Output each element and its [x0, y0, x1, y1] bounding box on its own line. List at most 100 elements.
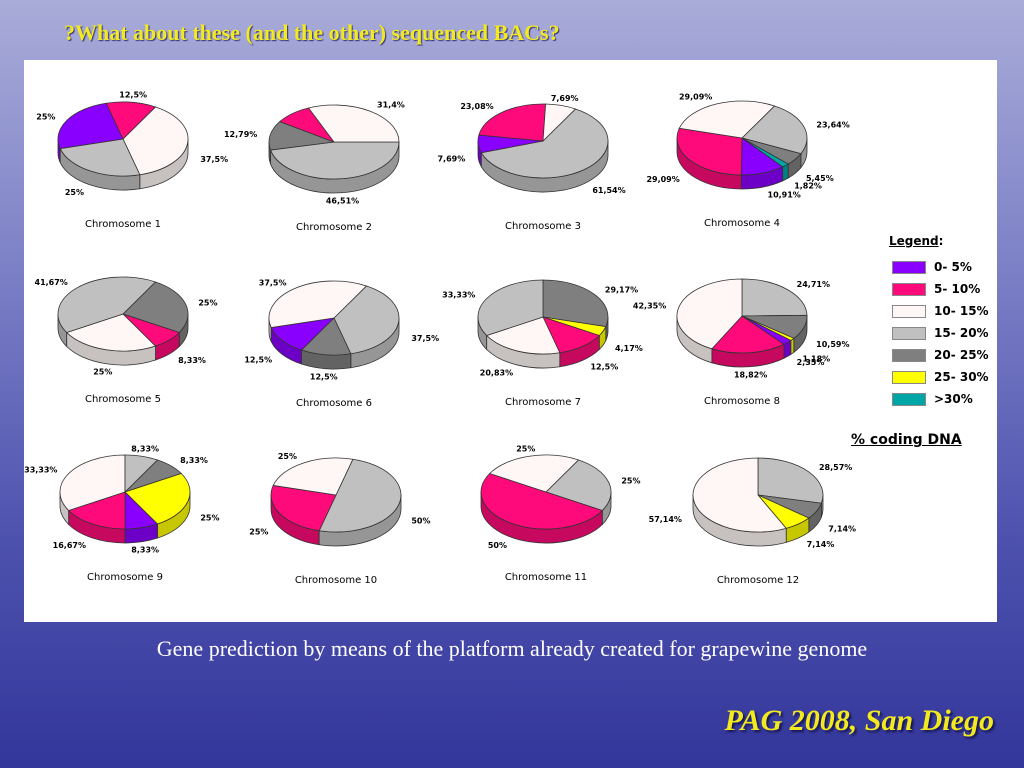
pie-slice — [676, 278, 743, 350]
pie-value-label: 29,17% — [605, 286, 638, 295]
pie-value-label: 42,35% — [633, 301, 666, 310]
legend-swatch — [892, 305, 926, 318]
legend-item: 0- 5% — [892, 260, 1002, 276]
pie-chart: 24,71% 10,59% 1,18%2,35% 18,82% 42,35% Chromo… — [633, 278, 850, 407]
pie-slice — [542, 103, 577, 143]
pie-value-label: 25% — [65, 188, 84, 197]
pie-value-label: 28,57% — [819, 463, 852, 472]
legend-swatch — [892, 371, 926, 384]
pie-value-label: 7,14% — [828, 525, 856, 534]
pie-value-label: 12,5% — [590, 363, 618, 372]
pie-value-label: 4,17% — [615, 344, 643, 353]
pie-value-label: 25% — [516, 445, 535, 454]
slide-caption: Gene prediction by means of the platform… — [156, 636, 868, 661]
pie-value-label: 8,33% — [178, 356, 206, 365]
chart-title: Chromosome 3 — [505, 221, 581, 232]
pie-value-label: 41,67% — [35, 278, 68, 287]
pie-value-label: 18,82% — [734, 371, 767, 380]
chart-title: Chromosome 4 — [704, 218, 780, 229]
pie-value-label: 23,08% — [460, 102, 493, 111]
pie-value-label: 50% — [488, 541, 507, 550]
pie-value-label: 57,14% — [649, 515, 682, 524]
pie-value-label: 2,35% — [797, 358, 825, 367]
legend-item: 15- 20% — [892, 326, 1002, 342]
pie-slice — [741, 105, 808, 155]
pie-value-label: 10,59% — [816, 340, 849, 349]
pie-slice — [122, 281, 189, 333]
pie-slice — [488, 454, 580, 493]
pie-chart: 29,17% 4,17% 12,5% 20,83% 33,33% Chromosome 7 — [442, 279, 643, 408]
chart-title: Chromosome 6 — [296, 398, 372, 409]
pie-chart: 46,51% 12,79% 31,4% Chromosome 2 — [224, 100, 405, 233]
legend-swatch — [892, 349, 926, 362]
pie-value-label: 37,5% — [259, 278, 287, 287]
pie-value-label: 46,51% — [326, 197, 359, 206]
pie-chart: 8,33% 25% 8,33% 16,67% 33,33% 8,33% Chromosome… — [24, 445, 219, 583]
pie-value-label: 7,69% — [551, 94, 579, 103]
pie-value-label: 8,33% — [131, 545, 159, 554]
pie-chart: 23,64% 5,45%1,82%10,91% 29,09% 29,09% Chromo… — [646, 92, 849, 229]
legend-swatch — [892, 261, 926, 274]
pie-slice — [711, 315, 785, 354]
pie-value-label: 5,45% — [806, 174, 834, 183]
pie-slice — [545, 459, 612, 511]
pie-value-label: 25% — [93, 367, 112, 376]
chart-title: Chromosome 10 — [295, 575, 377, 586]
legend-item: 10- 15% — [892, 304, 1002, 320]
pie-slice — [478, 103, 547, 142]
pie-value-label: 12,5% — [119, 90, 147, 99]
pie-slice — [333, 285, 400, 355]
pie-value-label: 23,64% — [816, 121, 849, 130]
pie-value-label: 25% — [621, 476, 640, 485]
legend-label: 0- 5% — [934, 260, 972, 274]
pie-value-label: 8,33% — [131, 445, 159, 454]
pie-value-label: 33,33% — [24, 465, 57, 474]
chart-title: Chromosome 11 — [505, 572, 587, 583]
pie-slice — [268, 280, 368, 329]
legend-label: 5- 10% — [934, 282, 981, 296]
chart-title: Chromosome 12 — [717, 575, 799, 586]
pie-value-label: 7,69% — [437, 155, 465, 164]
pie-chart: 28,57% 7,14% 7,14% 57,14% Chromosome 12 — [649, 457, 856, 586]
chart-title: Chromosome 2 — [296, 222, 372, 233]
pie-chart: 61,54% 7,69% 23,08% 7,69% Chromosome 3 — [437, 94, 625, 232]
pie-chart: 25% 8,33% 25% 41,67% Chromosome 5 — [35, 276, 217, 405]
legend-label: 15- 20% — [934, 326, 989, 340]
pie-value-label: 25% — [278, 452, 297, 461]
pie-slice — [270, 484, 337, 532]
pie-slice — [122, 106, 189, 176]
legend-item: 20- 25% — [892, 348, 1002, 364]
legend-swatch — [892, 283, 926, 296]
pie-slice — [480, 108, 609, 179]
pie-value-label: 33,33% — [442, 290, 475, 299]
legend-item: 5- 10% — [892, 282, 1002, 298]
pie-value-label: 12,79% — [224, 130, 257, 139]
pie-value-label: 50% — [411, 517, 430, 526]
legend-swatch — [892, 393, 926, 406]
pie-slice — [318, 458, 402, 533]
pie-slice — [757, 457, 824, 504]
legend-swatch — [892, 327, 926, 340]
pie-value-label: 29,09% — [646, 175, 679, 184]
pie-chart: 50% 25% 25% Chromosome 10 — [249, 452, 430, 586]
pie-value-label: 29,09% — [679, 92, 712, 101]
pie-slice-side — [790, 337, 795, 356]
pie-value-label: 25% — [36, 113, 55, 122]
pie-slice — [485, 316, 561, 355]
chart-title: Chromosome 1 — [85, 219, 161, 230]
pie-slice — [57, 102, 124, 150]
conference-footer: PAG 2008, San Diego — [724, 704, 994, 737]
pie-slice — [57, 276, 157, 333]
pie-slice — [105, 101, 157, 140]
pie-value-label: 20,83% — [480, 369, 513, 378]
pie-slice — [59, 454, 126, 511]
pie-value-label: 61,54% — [592, 186, 625, 195]
legend-label: >30% — [934, 392, 973, 406]
pie-slice — [269, 141, 400, 180]
slide-title: ?What about these (and the other) sequen… — [64, 20, 560, 45]
pie-slice — [542, 279, 609, 328]
pie-slice — [480, 473, 604, 530]
pie-value-label: 31,4% — [377, 100, 405, 109]
pie-value-label: 12,5% — [244, 355, 272, 364]
legend-label: 25- 30% — [934, 370, 989, 384]
